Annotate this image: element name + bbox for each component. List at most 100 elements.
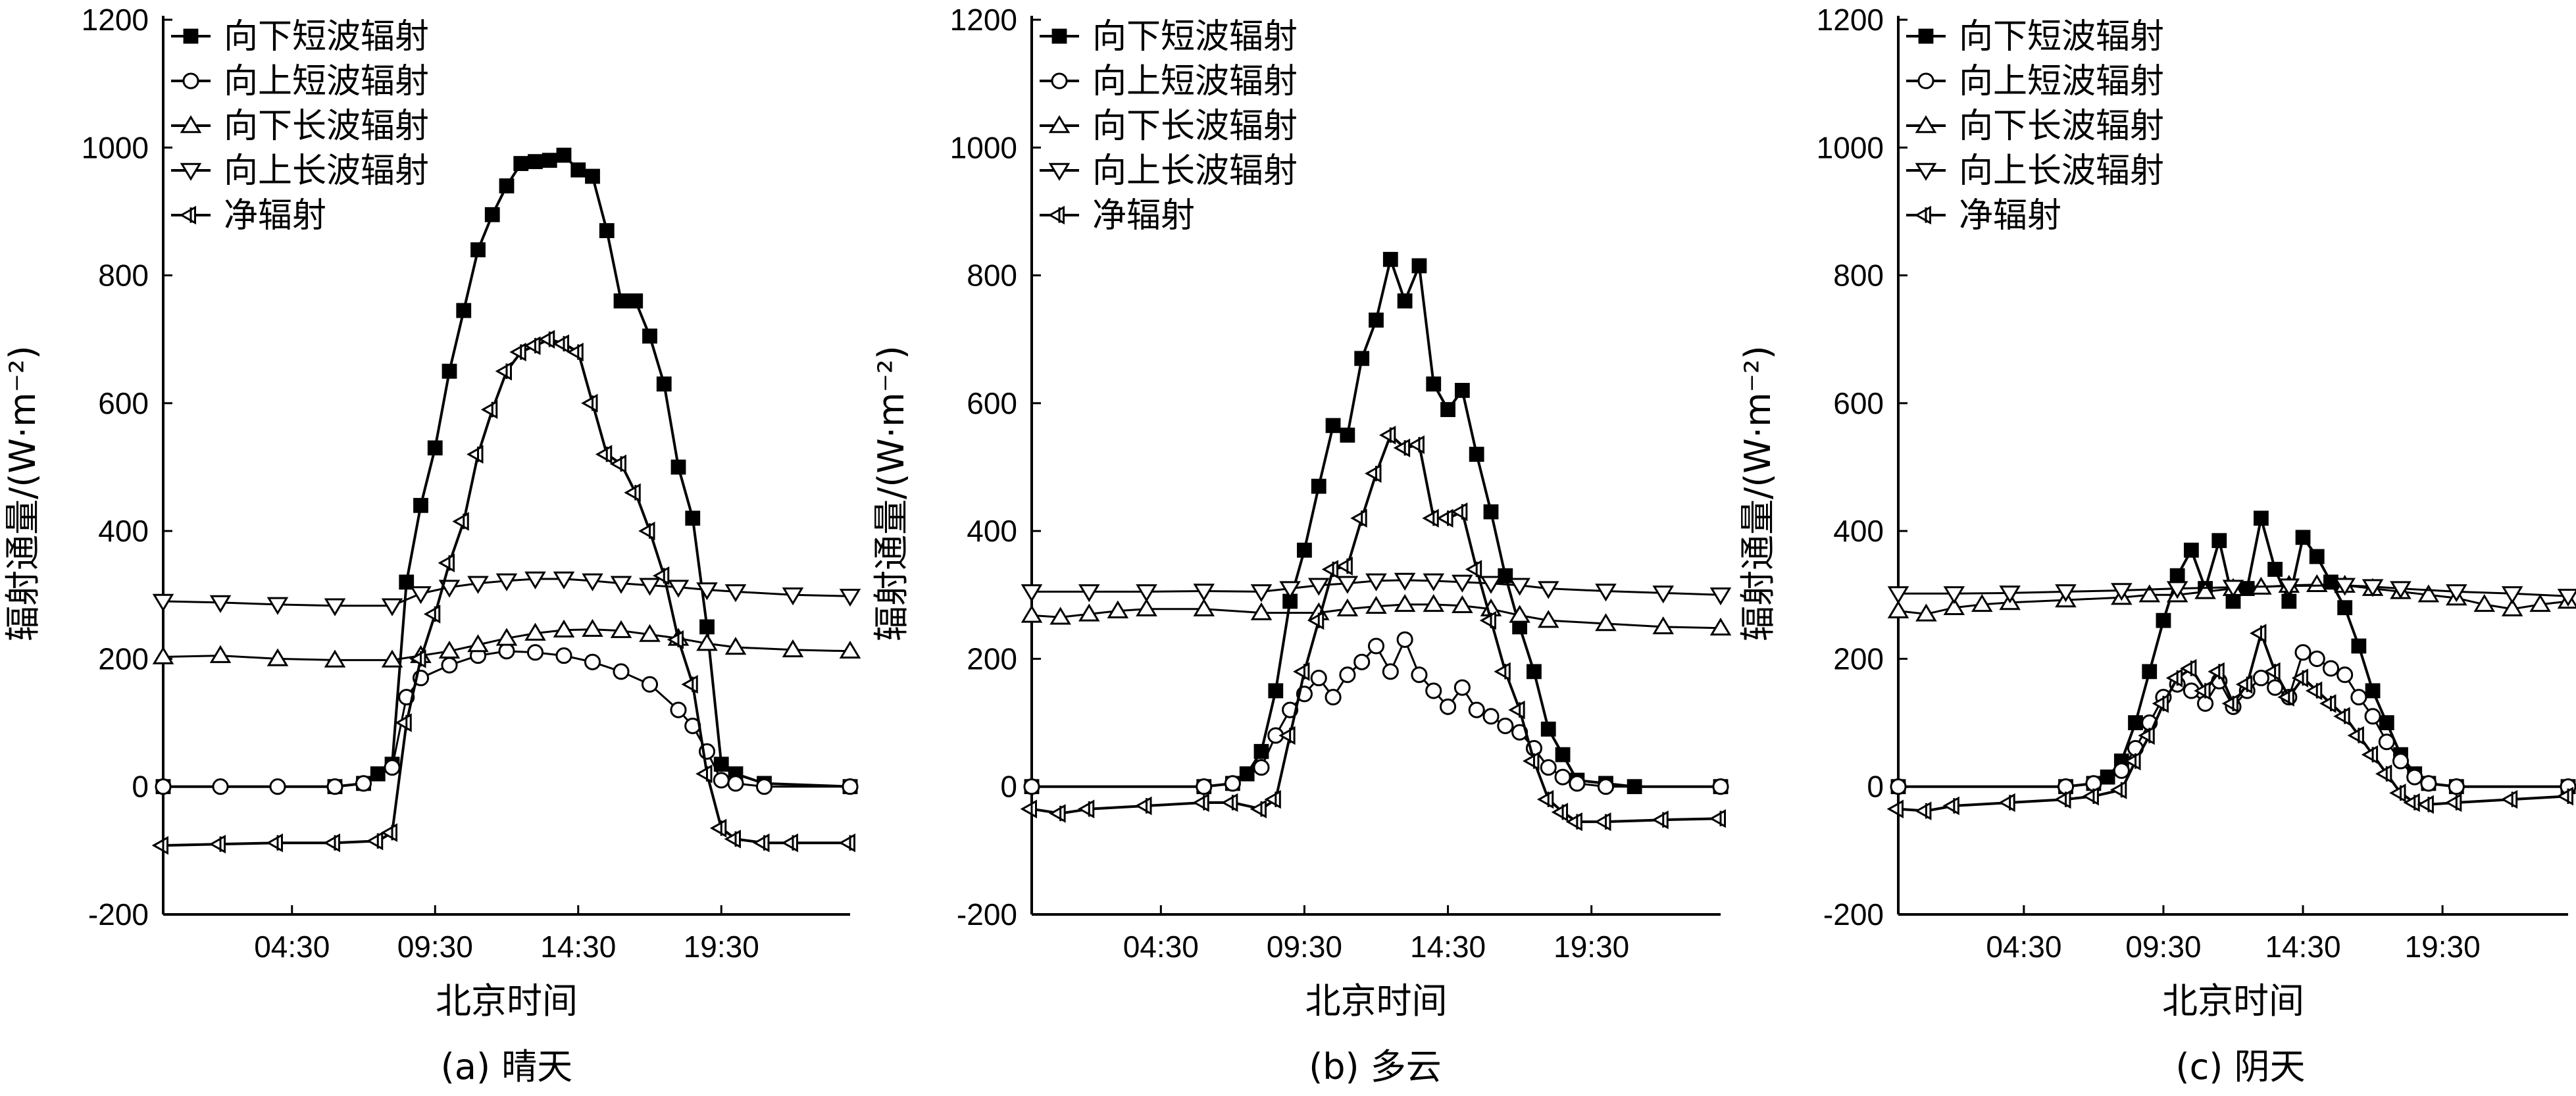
panel-1-series-5-point-18 (552, 334, 569, 353)
panel-2-series-5-point-3 (1077, 799, 1095, 818)
panel-1-legend-label-5: 净辐射 (224, 196, 326, 236)
panel-1-series-5-point-2 (209, 834, 226, 854)
panel-2-series-3-point-10 (1365, 595, 1387, 614)
panel-2-series-2-point-26 (1569, 775, 1586, 792)
panel-1-legend-label-1: 向下短波辐射 (224, 17, 429, 57)
panel-1-legend-label-4: 向上长波辐射 (224, 151, 429, 191)
panel-2-series-2-point-27 (1597, 778, 1615, 795)
panel-3-series-1-point-23 (2365, 683, 2381, 699)
panel-2-legend-marker-5 (1048, 205, 1065, 225)
panel-3-legend-marker-5 (1914, 205, 1931, 225)
panel-3-series-5-point-4 (1998, 793, 2015, 812)
panel-1-legend-marker-2 (182, 72, 199, 89)
panel-1-series-1-point-24 (656, 376, 672, 392)
panel-3-series-1-point-24 (2379, 715, 2394, 730)
panel-3-legend-marker-4 (1915, 162, 1937, 181)
panel-3-series-4-point-6 (2166, 581, 2188, 599)
panel-3-series-5-point-1 (1886, 799, 1904, 818)
panel-2-series-1-point-8 (1297, 542, 1312, 558)
panel-3-series-2-point-22 (2364, 708, 2381, 725)
panel-1-series-4-point-8 (467, 576, 489, 594)
panel-3-series-5-point-2 (1915, 801, 1932, 820)
panel-3-series-2-point-23 (2378, 734, 2395, 751)
panel-1-series-4-point-11 (553, 571, 575, 589)
panel-3-series-1-point-21 (2337, 600, 2353, 616)
panel-3-series-2-point-27 (2448, 778, 2465, 795)
panel-1-series-5-point-7 (395, 713, 412, 732)
panel-1-series-2-point-3 (269, 778, 286, 795)
panel-3-series-2-point-21 (2350, 689, 2367, 706)
panel-1-series-2-point-6 (384, 759, 401, 776)
panel-3-series-1-point-22 (2351, 638, 2367, 654)
panel-3-series-4-line (1898, 584, 2569, 597)
panel-3-series-4-point-2 (1943, 586, 1965, 605)
panel-3-legend-marker-3 (1915, 115, 1937, 134)
panel-2-series-3-point-7 (1250, 602, 1273, 620)
panel-1-series-4-point-16 (696, 582, 718, 601)
panel-2-series-2-point-16 (1425, 682, 1442, 699)
panel-2-series-2-point-15 (1411, 666, 1428, 684)
panel-1-series-1-point-6 (399, 574, 415, 590)
panel-3-series-1-point-6 (2128, 715, 2143, 730)
panel-3-legend-marker-2 (1917, 72, 1934, 89)
panel-3-series-2-point-1 (1890, 778, 1907, 795)
panel-3-x-tick-label-1: 04:30 (1986, 930, 2061, 964)
panel-1-series-3-point-8 (467, 634, 489, 653)
panel-3-series-1-point-9 (2169, 568, 2185, 584)
panel-3-y-tick-label-400: 400 (1833, 514, 1884, 548)
panel-3-series-1-line (1898, 518, 2568, 788)
panel-1-series-4-point-4 (324, 598, 346, 616)
panel-3-x-tick-label-2: 09:30 (2125, 930, 2201, 964)
panel-1-series-2-point-11 (498, 643, 515, 660)
panel-2-x-tick-label-2: 09:30 (1267, 930, 1342, 964)
panel-2-series-3 (1021, 593, 1732, 636)
panel-1-series-4-point-3 (266, 597, 289, 615)
panel-3-legend-label-3: 向下长波辐射 (1959, 107, 2164, 146)
panel-2-series-3-point-19 (1709, 617, 1732, 636)
panel-2-series-1-point-16 (1411, 258, 1427, 274)
panel-3-series-4-point-10 (2361, 579, 2384, 597)
panel-1-series-4-point-19 (839, 588, 861, 607)
panel-2-y-axis-title: 辐射通量/(W·m⁻²) (871, 345, 912, 641)
panel-2-legend-label-5: 净辐射 (1092, 196, 1195, 236)
panel-3-series-3-point-10 (2194, 581, 2216, 599)
panel-1-series-4-point-13 (610, 576, 632, 594)
panel-2-series-2-point-2 (1196, 778, 1213, 795)
panel-1-series-3-point-12 (582, 618, 603, 637)
panel-1-series-1-point-22 (628, 293, 644, 309)
panel-2-series-2-line (1032, 637, 1721, 788)
panel-3-legend-marker-1 (1918, 28, 1934, 44)
panel-1-series-3-point-13 (610, 620, 632, 638)
panel-1-x-tick-label-2: 09:30 (397, 930, 473, 964)
panel-1-series-3-point-16 (696, 633, 718, 651)
panel-1-y-tick-label-800: 800 (98, 259, 149, 293)
panel-3-series-5-point-29 (2417, 795, 2434, 814)
panel-2-y-tick-label-1000: 1000 (950, 130, 1017, 164)
panel-2-series-4-point-10 (1394, 572, 1416, 591)
panel-1-legend-marker-1 (183, 28, 199, 44)
panel-1-series-1-point-20 (599, 223, 615, 238)
panel-3-series-5-line (1898, 628, 2569, 812)
panel-2-series-4-point-1 (1021, 584, 1043, 603)
panel-3-series-3-point-4 (1971, 593, 1993, 612)
panel-2-series-2-point-25 (1554, 768, 1571, 785)
panel-3-y-tick-label-1000: 1000 (1817, 130, 1884, 164)
panel-2-series-1-point-11 (1340, 428, 1355, 443)
panel-2-series-3-point-13 (1452, 595, 1473, 614)
panel-3-series-4-point-13 (2501, 586, 2523, 605)
panel-3-legend-label-2: 向上短波辐射 (1959, 62, 2164, 101)
panel-1-series-5 (151, 330, 855, 855)
panel-1-series-1-point-12 (484, 207, 500, 222)
panel-1-series-1-point-18 (570, 162, 586, 178)
panel-1-legend-label-3: 向下长波辐射 (224, 107, 429, 146)
panel-1-caption: (a) 晴天 (441, 1046, 572, 1087)
panel-1-series-3-point-7 (438, 640, 461, 659)
panel-2-series-4-point-4 (1193, 584, 1215, 602)
panel-2-series-2-point-11 (1353, 653, 1371, 670)
panel-1-series-3-point-2 (209, 645, 232, 663)
panel-1-series-2-line (163, 650, 850, 788)
panel-2-series-2-point-10 (1339, 666, 1356, 684)
panel-2-series-1-point-12 (1354, 351, 1370, 366)
panel-3-series-3-point-2 (1915, 603, 1937, 622)
